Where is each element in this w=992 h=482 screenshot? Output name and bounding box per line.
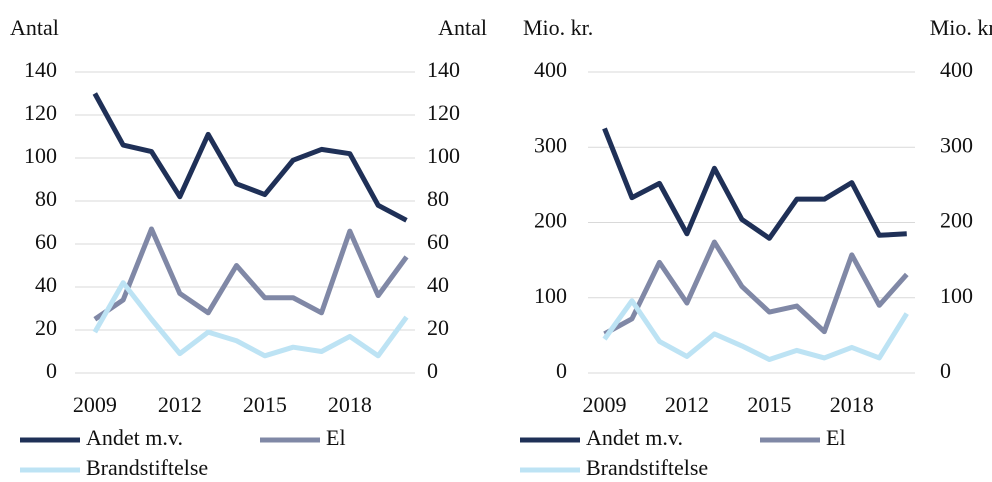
y-tick-label: 300 [534,132,567,157]
y-tick-label: 100 [534,283,567,308]
y-tick-label: 400 [534,57,567,82]
legend-label: El [826,425,846,450]
legend-label: El [326,425,346,450]
line-series [92,280,409,359]
line-series [93,226,409,322]
legend-label: Brandstiftelse [586,455,708,480]
x-tick-label: 2018 [328,392,372,417]
y2-tick-label: 400 [940,57,973,82]
x-tick-label: 2012 [158,392,202,417]
x-tick-label: 2009 [73,392,117,417]
legend-label: Andet m.v. [86,425,183,450]
y-tick-label: 80 [35,186,57,211]
y-tick-label: 140 [24,57,57,82]
y-tick-label: 60 [35,229,57,254]
y2-tick-label: 60 [427,229,449,254]
y-tick-label: 40 [35,272,57,297]
y-tick-label: 120 [24,100,57,125]
legend-label: Brandstiftelse [86,455,208,480]
y2-axis-label: Antal [438,15,487,40]
y2-tick-label: 0 [940,358,951,383]
y2-tick-label: 120 [427,100,460,125]
y2-tick-label: 200 [940,208,973,233]
x-tick-label: 2015 [747,392,791,417]
x-tick-label: 2009 [582,392,626,417]
x-tick-label: 2018 [830,392,874,417]
y2-tick-label: 100 [427,143,460,168]
y2-tick-label: 300 [940,132,973,157]
x-tick-label: 2015 [243,392,287,417]
y2-tick-label: 20 [427,315,449,340]
y-tick-label: 100 [24,143,57,168]
y-tick-label: 0 [46,358,57,383]
y-axis-label: Antal [10,15,59,40]
y-tick-label: 200 [534,208,567,233]
y2-tick-label: 0 [427,358,438,383]
y2-axis-label: Mio. kr. [930,15,992,40]
line-series [603,239,909,337]
y-axis-label: Mio. kr. [523,15,593,40]
y-tick-label: 0 [556,358,567,383]
y2-tick-label: 140 [427,57,460,82]
y2-tick-label: 100 [940,283,973,308]
line-series [92,92,408,223]
y2-tick-label: 40 [427,272,449,297]
x-tick-label: 2012 [665,392,709,417]
y2-tick-label: 80 [427,186,449,211]
legend-label: Andet m.v. [586,425,683,450]
line-series [602,298,909,362]
line-series [602,127,907,241]
y-tick-label: 20 [35,315,57,340]
